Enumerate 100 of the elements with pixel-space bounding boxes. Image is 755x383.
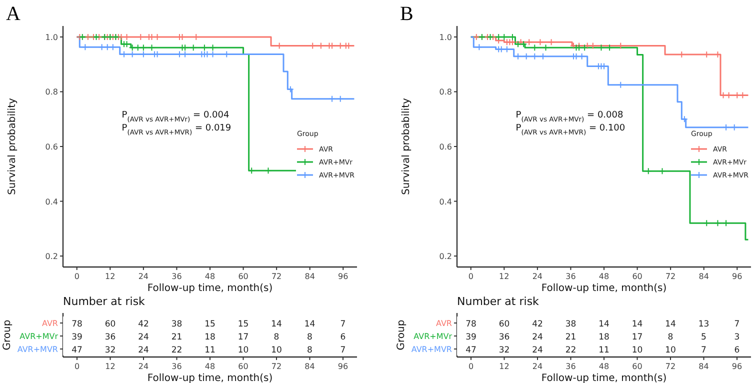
data-label: 47 bbox=[466, 346, 476, 356]
data-label: 24 bbox=[532, 346, 543, 356]
y-axis-title: Group bbox=[396, 320, 407, 350]
annotation: P$_{(AVR vs AVR+MVR)}$ = 0.019 bbox=[122, 124, 232, 137]
annotation: P$_{(AVR vs AVR+MVr)}$ = 0.004 bbox=[122, 110, 230, 124]
data-label: 32 bbox=[104, 346, 116, 356]
data-label: 10 bbox=[238, 346, 249, 356]
data-label: 8 bbox=[668, 332, 674, 342]
x-tick-label: 84 bbox=[698, 272, 709, 281]
x-tick-label: 24 bbox=[532, 272, 543, 281]
data-label: 6 bbox=[340, 332, 346, 342]
data-label: 6 bbox=[734, 346, 740, 356]
y-tick-label: 1.0 bbox=[439, 32, 452, 42]
x-tick-label: 72 bbox=[271, 362, 282, 371]
chart-title: Number at risk bbox=[63, 295, 146, 308]
x-tick-label: 36 bbox=[172, 272, 182, 281]
x-tick-label: 84 bbox=[304, 362, 315, 371]
x-tick-label: 0 bbox=[74, 362, 80, 371]
data-label: 8 bbox=[307, 332, 312, 342]
data-label: 14 bbox=[304, 320, 316, 330]
y-tick-label: 0.2 bbox=[45, 252, 58, 262]
x-tick-label: 36 bbox=[566, 272, 576, 281]
x-tick-label: 12 bbox=[105, 272, 116, 281]
data-label: 5 bbox=[701, 332, 706, 342]
data-label: 47 bbox=[72, 346, 82, 356]
x-tick-label: 36 bbox=[566, 362, 576, 371]
y-tick-label: AVR+MVr bbox=[20, 332, 59, 341]
data-label: 15 bbox=[204, 320, 216, 330]
data-label: 24 bbox=[138, 346, 149, 356]
data-label: 36 bbox=[498, 332, 510, 342]
data-label: 14 bbox=[632, 320, 643, 330]
x-tick-label: 84 bbox=[304, 272, 315, 281]
x-tick-label: 24 bbox=[532, 362, 543, 371]
data-label: 38 bbox=[171, 320, 182, 330]
x-tick-label: 96 bbox=[338, 272, 348, 281]
data-label: 21 bbox=[565, 332, 576, 342]
x-tick-label: 48 bbox=[204, 362, 216, 371]
data-label: 14 bbox=[598, 320, 610, 330]
x-tick-label: 60 bbox=[632, 272, 642, 281]
data-label: 3 bbox=[734, 332, 740, 342]
data-label: 10 bbox=[665, 346, 676, 356]
data-label: 21 bbox=[171, 332, 182, 342]
x-tick-label: 72 bbox=[665, 272, 676, 281]
y-tick-label: 1.0 bbox=[45, 32, 58, 42]
data-label: 36 bbox=[104, 332, 116, 342]
x-tick-label: 96 bbox=[732, 362, 742, 371]
data-label: 17 bbox=[238, 332, 249, 342]
x-tick-label: 60 bbox=[238, 362, 248, 371]
data-label: 24 bbox=[532, 332, 543, 342]
y-tick-label: 0.4 bbox=[439, 197, 452, 206]
x-axis-title: Follow-up time, month(s) bbox=[541, 283, 667, 294]
y-tick-label: AVR+MVR bbox=[17, 345, 58, 354]
chart-title: B bbox=[400, 3, 414, 25]
data-label: 42 bbox=[532, 320, 543, 330]
x-tick-label: 24 bbox=[138, 272, 149, 281]
y-tick-label: AVR bbox=[436, 319, 452, 328]
data-label: 24 bbox=[138, 332, 149, 342]
data-label: 18 bbox=[598, 332, 610, 342]
x-tick-label: 48 bbox=[204, 272, 216, 281]
y-tick-label: 0.6 bbox=[439, 142, 452, 152]
x-tick-label: 12 bbox=[105, 362, 116, 371]
data-label: 32 bbox=[498, 346, 510, 356]
data-label: 18 bbox=[204, 332, 216, 342]
y-tick-label: AVR+MVr bbox=[414, 332, 453, 341]
y-tick-label: 0.8 bbox=[45, 88, 58, 97]
x-tick-label: 48 bbox=[598, 362, 610, 371]
x-tick-label: 24 bbox=[138, 362, 149, 371]
x-tick-label: 48 bbox=[598, 272, 610, 281]
data-label: 14 bbox=[665, 320, 676, 330]
y-tick-label: 0.2 bbox=[439, 252, 452, 262]
x-tick-label: 0 bbox=[468, 272, 474, 281]
data-label: 7 bbox=[340, 320, 346, 330]
x-tick-label: 96 bbox=[338, 362, 348, 371]
data-label: 10 bbox=[632, 346, 643, 356]
data-label: 39 bbox=[466, 332, 476, 342]
annotation: P$_{(AVR vs AVR+MVR)}$ = 0.100 bbox=[516, 124, 626, 137]
data-label: 22 bbox=[565, 346, 576, 356]
y-tick-label: AVR+MVR bbox=[411, 345, 452, 354]
y-tick-label: 0.4 bbox=[45, 197, 58, 206]
data-label: 7 bbox=[340, 346, 346, 356]
x-tick-label: 36 bbox=[172, 362, 182, 371]
data-label: 11 bbox=[204, 346, 216, 356]
data-label: 42 bbox=[138, 320, 149, 330]
data-label: 17 bbox=[632, 332, 643, 342]
x-tick-label: 72 bbox=[665, 362, 676, 371]
y-axis-title: Survival probability bbox=[401, 98, 412, 195]
x-tick-label: 0 bbox=[468, 362, 474, 371]
x-tick-label: 60 bbox=[632, 362, 642, 371]
y-tick-label: 0.6 bbox=[45, 142, 58, 152]
data-label: 14 bbox=[271, 320, 282, 330]
data-label: 15 bbox=[238, 320, 249, 330]
chart-title: A bbox=[6, 3, 21, 25]
x-tick-label: 96 bbox=[732, 272, 742, 281]
data-label: 13 bbox=[698, 320, 710, 330]
data-label: 8 bbox=[307, 346, 312, 356]
data-label: 7 bbox=[734, 320, 740, 330]
x-tick-label: 84 bbox=[698, 362, 709, 371]
y-tick-label: 0.8 bbox=[439, 88, 452, 97]
x-tick-label: 60 bbox=[238, 272, 248, 281]
x-tick-label: 12 bbox=[499, 272, 510, 281]
